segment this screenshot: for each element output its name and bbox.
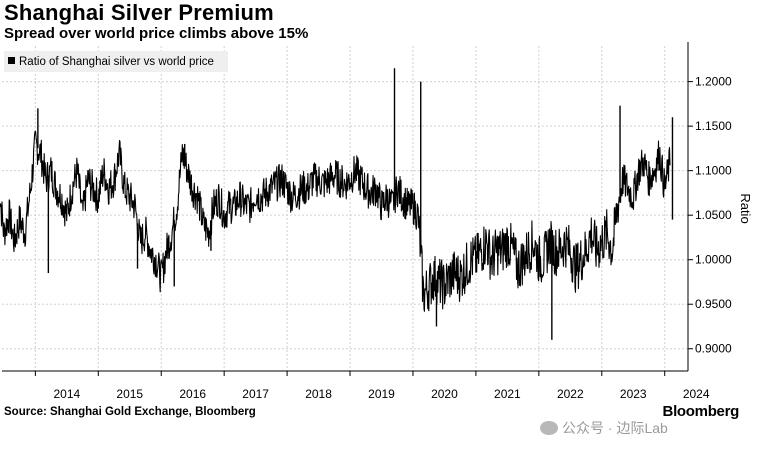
legend-label: Ratio of Shanghai silver vs world price (19, 56, 214, 68)
y-tick-label: 1.1500 (695, 119, 732, 133)
x-tick-label: 2022 (557, 387, 584, 401)
y-axis: 0.9000 0.9500 1.0000 1.0500 1.1000 1.1500 1.20… (687, 42, 753, 371)
x-axis: 2014 2015 2016 2017 2018 2019 2020 2021 2022 2023… (2, 370, 710, 401)
wechat-icon (540, 421, 558, 435)
legend-swatch (8, 57, 15, 64)
y-tick-label: 0.9000 (695, 342, 732, 356)
x-tick-label: 2017 (242, 387, 269, 401)
series-line-silver-ratio (0, 130, 671, 312)
x-tick-label: 2018 (305, 387, 332, 401)
legend-box (4, 51, 228, 72)
grid-lines (2, 46, 688, 371)
x-tick-label: 2021 (494, 387, 521, 401)
x-tick-label: 2020 (431, 387, 458, 401)
source-note: Source: Shanghai Gold Exchange, Bloomber… (4, 406, 256, 418)
y-tick-label: 1.0500 (695, 208, 732, 222)
y-axis-title: Ratio (738, 193, 753, 223)
chart-title: Shanghai Silver Premium (4, 0, 274, 25)
brand-logo: Bloomberg (662, 403, 740, 420)
legend: Ratio of Shanghai silver vs world price (4, 51, 228, 72)
x-tick-label: 2019 (368, 387, 395, 401)
watermark: 公众号 · 边际Lab (540, 418, 668, 438)
y-tick-label: 1.1000 (695, 164, 732, 178)
x-tick-label: 2015 (116, 387, 143, 401)
y-tick-label: 1.2000 (695, 75, 732, 89)
watermark-label: 公众号 · 边际Lab (562, 420, 668, 436)
x-tick-label: 2024 (683, 387, 710, 401)
series-layer (0, 68, 674, 340)
x-tick-label: 2023 (620, 387, 647, 401)
y-tick-label: 0.9500 (695, 297, 732, 311)
y-tick-label: 1.0000 (695, 253, 732, 267)
chart-subtitle: Spread over world price climbs above 15% (4, 25, 309, 42)
x-tick-label: 2014 (53, 387, 80, 401)
x-tick-label: 2016 (179, 387, 206, 401)
